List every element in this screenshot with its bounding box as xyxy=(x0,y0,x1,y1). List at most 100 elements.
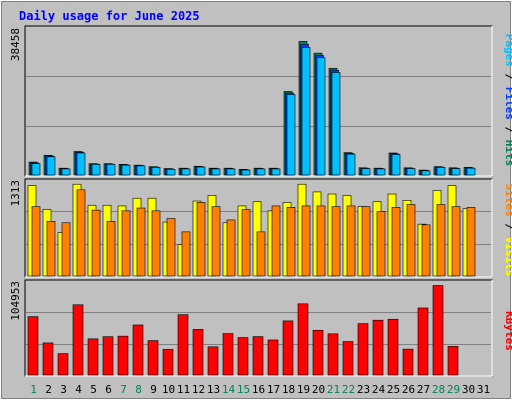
bar-pages xyxy=(46,156,56,176)
x-axis-day-label: 15 xyxy=(237,383,250,396)
bar-pages xyxy=(241,169,251,176)
bar-kbytes xyxy=(132,324,144,376)
bar-kbytes xyxy=(72,304,84,376)
bar-kbytes xyxy=(312,329,324,376)
x-axis-day-label: 8 xyxy=(135,383,142,396)
legend-pages: Pages xyxy=(503,34,512,67)
bar-pages xyxy=(361,168,371,176)
bar-sites xyxy=(436,204,446,277)
bar-pages xyxy=(391,154,401,176)
bar-sites xyxy=(316,205,326,277)
legend-separator: / xyxy=(503,120,512,140)
bar-sites xyxy=(136,207,146,277)
x-axis-day-label: 9 xyxy=(150,383,157,396)
x-axis-day-label: 19 xyxy=(297,383,310,396)
legend-kbytes: KBytes xyxy=(503,311,512,351)
bar-sites xyxy=(451,206,461,277)
bar-pages xyxy=(76,152,86,176)
bar-kbytes xyxy=(282,320,294,376)
bar-kbytes xyxy=(447,346,459,376)
bar-sites xyxy=(151,210,161,277)
bar-pages xyxy=(106,164,116,176)
bar-pages xyxy=(136,165,146,176)
bar-pages xyxy=(271,168,281,176)
bar-sites xyxy=(196,202,206,277)
bar-kbytes xyxy=(417,307,429,376)
bar-sites xyxy=(31,206,41,277)
bar-kbytes xyxy=(177,314,189,376)
bar-sites xyxy=(466,207,476,277)
x-axis-day-label: 24 xyxy=(372,383,386,396)
bar-pages xyxy=(376,168,386,176)
bar-kbytes xyxy=(372,319,384,376)
panel-kbytes xyxy=(24,279,493,377)
x-axis-day-label: 14 xyxy=(222,383,236,396)
bar-kbytes xyxy=(162,349,174,376)
x-axis-day-label: 3 xyxy=(60,383,67,396)
panel-visits-sites xyxy=(24,178,493,278)
bar-pages xyxy=(31,163,41,176)
x-axis-day-label: 5 xyxy=(90,383,97,396)
bar-kbytes xyxy=(237,337,249,376)
bar-kbytes xyxy=(327,333,339,376)
bar-sites xyxy=(346,205,356,277)
bar-sites xyxy=(181,231,191,277)
bar-sites xyxy=(166,218,176,277)
bar-pages xyxy=(436,167,446,176)
bar-pages xyxy=(421,170,431,176)
bar-kbytes xyxy=(57,353,69,376)
y-max-label-kbytes: 104953 xyxy=(9,281,22,321)
chart-title: Daily usage for June 2025 xyxy=(19,9,200,23)
bar-pages xyxy=(451,168,461,176)
bar-pages xyxy=(166,169,176,176)
x-axis-day-label: 23 xyxy=(357,383,370,396)
bar-pages xyxy=(211,168,221,176)
y-max-label-hits: 38458 xyxy=(9,28,22,61)
panel-hits-files-pages xyxy=(24,25,493,177)
bar-sites xyxy=(76,189,86,277)
bar-kbytes xyxy=(102,336,114,376)
y-max-label-visits: 1313 xyxy=(9,180,22,207)
bar-pages xyxy=(466,167,476,176)
x-axis-day-label: 6 xyxy=(105,383,112,396)
bar-kbytes xyxy=(207,346,219,376)
bar-pages xyxy=(151,167,161,176)
bar-pages xyxy=(286,94,296,176)
legend-visits-sites: Sites / Visits xyxy=(503,184,512,277)
legend-hits-files-pages: Pages / Files / Hits xyxy=(503,34,512,167)
x-axis-day-label: 22 xyxy=(342,383,355,396)
bar-sites xyxy=(241,209,251,277)
x-axis-day-label: 1 xyxy=(30,383,37,396)
bar-pages xyxy=(256,168,266,176)
legend-hits: Hits xyxy=(503,140,512,167)
x-axis-day-label: 4 xyxy=(75,383,82,396)
x-axis-day-label: 25 xyxy=(387,383,400,396)
bar-kbytes xyxy=(432,285,444,376)
bar-kbytes xyxy=(357,323,369,376)
bar-sites xyxy=(286,207,296,277)
bar-sites xyxy=(391,207,401,277)
bar-pages xyxy=(226,168,236,176)
bar-pages xyxy=(406,168,416,176)
x-axis-labels: 1 2 3 4 5 6 7 8 9 10 11 12 13 14 15 16 17 18 19 20 21 22 23 24 2… xyxy=(30,383,490,396)
bar-sites xyxy=(271,205,281,277)
bar-sites xyxy=(106,221,116,277)
x-axis-day-label: 13 xyxy=(207,383,220,396)
bar-kbytes xyxy=(222,333,234,376)
x-axis-day-label: 26 xyxy=(402,383,415,396)
bar-pages xyxy=(316,57,326,176)
x-axis-day-label: 30 xyxy=(462,383,475,396)
legend-separator: / xyxy=(503,217,512,237)
bar-pages xyxy=(91,164,101,176)
legend-visits: Visits xyxy=(503,237,512,277)
x-axis-day-label: 17 xyxy=(267,383,280,396)
bar-kbytes xyxy=(342,341,354,376)
x-axis-day-label: 31 xyxy=(477,383,490,396)
bar-pages xyxy=(346,153,356,176)
legend-files: Files xyxy=(503,87,512,120)
panel-frame xyxy=(24,25,493,177)
x-axis-day-label: 10 xyxy=(162,383,175,396)
bar-pages xyxy=(301,47,311,176)
